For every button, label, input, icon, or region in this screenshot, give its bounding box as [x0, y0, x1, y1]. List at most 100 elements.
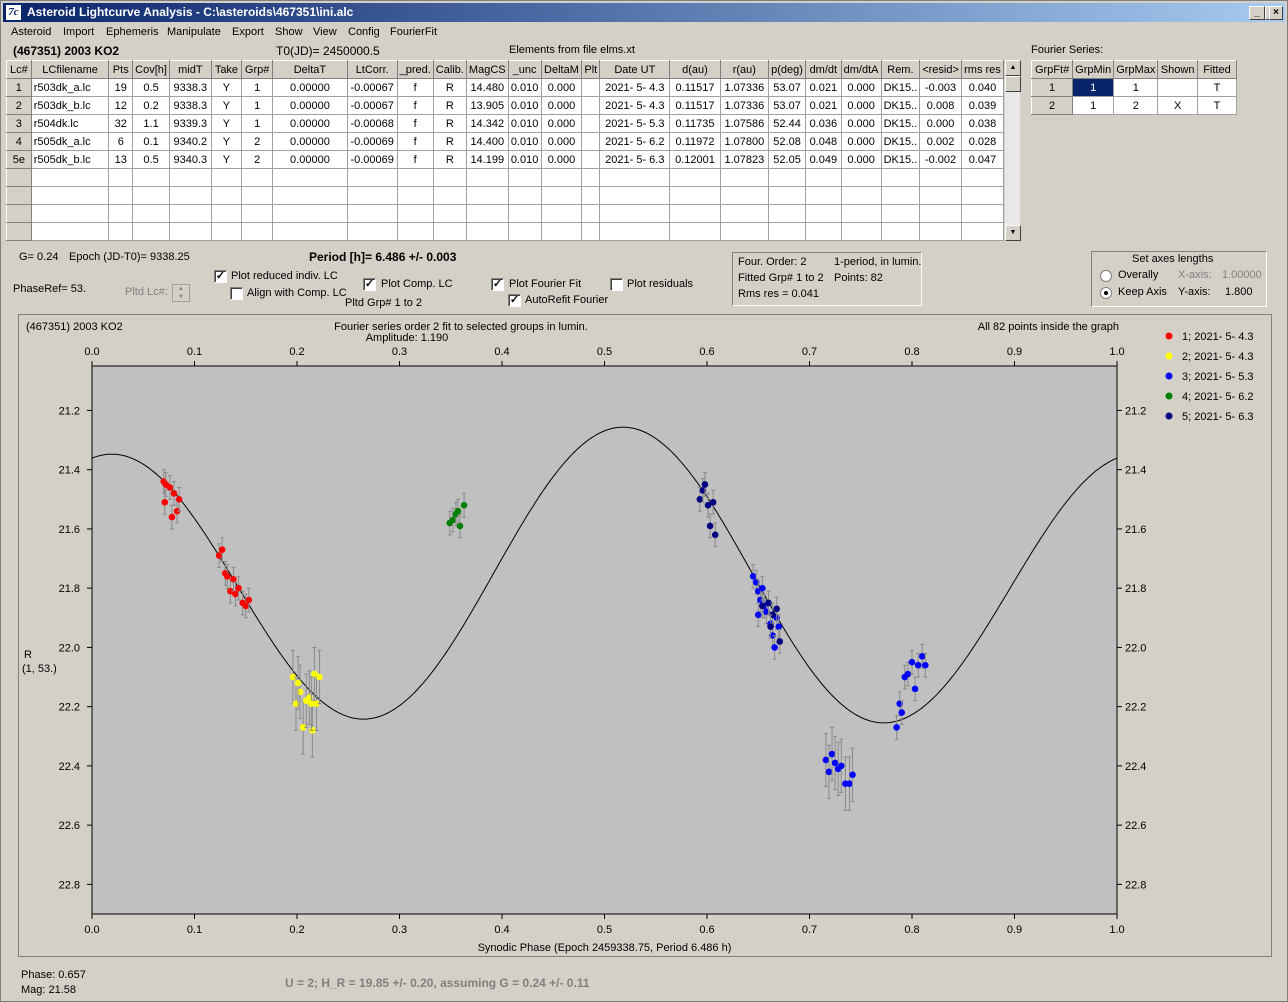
lc-cell[interactable]: 0.000 [540, 132, 583, 151]
lc-header[interactable]: p(deg) [768, 60, 807, 79]
lc-cell[interactable]: 9340.2 [169, 132, 212, 151]
lc-cell[interactable] [346, 204, 398, 223]
menu-fourierfit[interactable]: FourierFit [390, 26, 438, 38]
ft-cell[interactable]: 2 [1113, 96, 1159, 115]
lc-cell[interactable]: 14.342 [465, 114, 509, 133]
lc-cell[interactable] [581, 204, 601, 223]
lc-cell[interactable] [108, 204, 134, 223]
lc-header[interactable]: DeltaM [540, 60, 583, 79]
lc-cell[interactable]: 52.08 [768, 132, 807, 151]
lc-cell[interactable]: DK15.. [880, 132, 921, 151]
lc-cell[interactable]: 0.010 [507, 132, 542, 151]
lc-cell[interactable]: -0.003 [919, 78, 962, 97]
lc-cell[interactable]: 0.000 [840, 132, 882, 151]
lc-cell[interactable]: 0.036 [805, 114, 842, 133]
lc-cell[interactable]: 52.44 [768, 114, 807, 133]
menu-config[interactable]: Config [348, 26, 380, 38]
menu-export[interactable]: Export [232, 26, 264, 38]
lc-cell[interactable]: 2021- 5- 5.3 [599, 114, 671, 133]
lc-cell[interactable] [30, 168, 110, 187]
lc-cell[interactable]: 0.00000 [272, 78, 348, 97]
lc-cell[interactable]: Y [210, 114, 243, 133]
lc-header[interactable]: d(au) [669, 60, 721, 79]
lc-cell[interactable]: DK15.. [880, 78, 921, 97]
lc-cell[interactable]: 0.021 [805, 78, 842, 97]
lc-header[interactable]: _unc [507, 60, 542, 79]
ft-cell[interactable]: T [1196, 96, 1238, 115]
lc-cell[interactable]: 0.000 [840, 96, 882, 115]
lc-header[interactable]: midT [169, 60, 212, 79]
lc-cell[interactable] [719, 168, 770, 187]
lc-cell[interactable]: 0.038 [960, 114, 1005, 133]
lc-cell[interactable]: 0.000 [840, 150, 882, 169]
lc-cell[interactable]: Y [210, 150, 243, 169]
lc-cell[interactable]: 0.010 [507, 96, 542, 115]
lc-cell[interactable]: 0.00000 [272, 114, 348, 133]
lc-cell[interactable]: 0.010 [507, 150, 542, 169]
lc-header[interactable]: LtCorr. [346, 60, 398, 79]
lc-header[interactable]: Lc# [6, 60, 32, 79]
pltd-lc-spinner[interactable]: ▲ ▼ [172, 284, 190, 302]
lc-cell[interactable] [599, 186, 671, 205]
lc-cell[interactable]: 0.00000 [272, 150, 348, 169]
lc-cell[interactable] [581, 186, 601, 205]
lightcurve-chart[interactable]: 0.0 0.0 0.1 0.1 0.2 0.2 0.3 0.3 0.4 0.4 0.5 0.5 0.6 0… [18, 314, 1272, 957]
lc-cell[interactable] [396, 222, 434, 241]
lc-cell[interactable] [30, 222, 110, 241]
lc-cell[interactable] [210, 186, 243, 205]
lc-header[interactable]: Plt [581, 60, 601, 79]
lc-cell[interactable] [840, 222, 882, 241]
lc-cell[interactable]: 2 [241, 132, 274, 151]
autorefit-checkbox[interactable]: ✓ [508, 294, 521, 307]
lc-cell[interactable]: 0.000 [540, 96, 583, 115]
lc-cell[interactable] [6, 204, 32, 223]
lc-cell[interactable]: 0.000 [540, 78, 583, 97]
lc-cell[interactable]: 4 [6, 132, 32, 151]
lc-cell[interactable]: 0.000 [540, 150, 583, 169]
lc-cell[interactable] [132, 186, 171, 205]
lc-cell[interactable]: 0.11972 [669, 132, 721, 151]
ft-header[interactable]: Shown [1157, 60, 1198, 79]
lc-cell[interactable] [540, 186, 583, 205]
lc-header[interactable]: r(au) [719, 60, 770, 79]
table-scrollbar[interactable]: ▲ ▼ [1004, 60, 1021, 241]
lc-cell[interactable] [960, 222, 1005, 241]
lc-cell[interactable] [669, 222, 721, 241]
lc-cell[interactable] [132, 204, 171, 223]
lc-cell[interactable] [507, 204, 542, 223]
lc-cell[interactable]: 0.008 [919, 96, 962, 115]
lc-cell[interactable]: R [432, 114, 467, 133]
lc-cell[interactable] [581, 132, 601, 151]
ft-header[interactable]: GrpMin [1072, 60, 1115, 79]
lc-cell[interactable]: 0.049 [805, 150, 842, 169]
menu-show[interactable]: Show [275, 26, 303, 38]
lc-cell[interactable] [919, 186, 962, 205]
lc-cell[interactable]: r505dk_b.lc [30, 150, 110, 169]
lc-cell[interactable] [919, 168, 962, 187]
lc-cell[interactable] [507, 222, 542, 241]
lc-cell[interactable]: f [396, 78, 434, 97]
menu-manipulate[interactable]: Manipulate [167, 26, 221, 38]
ft-cell[interactable]: 2 [1030, 96, 1074, 115]
lc-cell[interactable] [805, 186, 842, 205]
lc-cell[interactable]: 0.00000 [272, 132, 348, 151]
lc-cell[interactable] [241, 186, 274, 205]
minimize-button[interactable]: _ [1249, 6, 1265, 20]
yaxis-value[interactable]: 1.800 [1225, 286, 1253, 298]
plot-reduced-checkbox[interactable]: ✓ [214, 270, 227, 283]
overally-radio[interactable] [1100, 270, 1112, 282]
lc-cell[interactable]: 0.11735 [669, 114, 721, 133]
lc-cell[interactable]: 9339.3 [169, 114, 212, 133]
lc-cell[interactable] [272, 222, 348, 241]
lc-cell[interactable]: 0.12001 [669, 150, 721, 169]
lc-cell[interactable] [840, 168, 882, 187]
lc-cell[interactable]: Y [210, 96, 243, 115]
lc-cell[interactable]: 0.5 [132, 78, 171, 97]
lc-cell[interactable]: r503dk_b.lc [30, 96, 110, 115]
lc-cell[interactable]: 13.905 [465, 96, 509, 115]
lc-header[interactable]: _pred. [396, 60, 434, 79]
lc-cell[interactable] [432, 204, 467, 223]
lc-cell[interactable]: DK15.. [880, 96, 921, 115]
lc-cell[interactable]: 1.07823 [719, 150, 770, 169]
